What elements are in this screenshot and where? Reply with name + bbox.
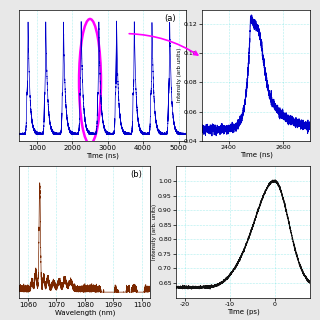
Text: (a): (a) — [164, 13, 176, 22]
X-axis label: Time (ps): Time (ps) — [227, 308, 260, 315]
X-axis label: Wavelength (nm): Wavelength (nm) — [55, 309, 115, 316]
X-axis label: Time (ns): Time (ns) — [240, 151, 272, 158]
Text: (b): (b) — [131, 170, 143, 179]
Y-axis label: Intensity (arb units): Intensity (arb units) — [177, 48, 182, 102]
X-axis label: Time (ns): Time (ns) — [86, 152, 119, 159]
Y-axis label: Intensity (arb. units): Intensity (arb. units) — [152, 204, 157, 260]
